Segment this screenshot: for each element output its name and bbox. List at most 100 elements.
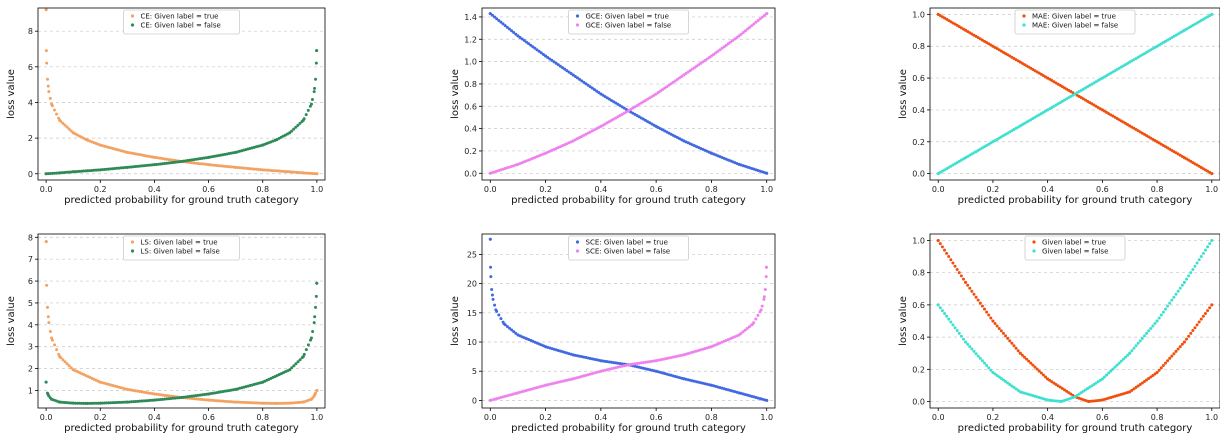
- data-point: [750, 24, 754, 28]
- data-point: [44, 240, 48, 244]
- data-point: [497, 313, 501, 317]
- data-point: [703, 58, 707, 62]
- data-point: [669, 82, 673, 86]
- data-point: [1201, 314, 1205, 318]
- data-point: [1147, 329, 1151, 333]
- data-point: [488, 12, 492, 16]
- x-axis-label: predicted probability for ground truth c…: [958, 195, 1193, 206]
- legend-marker: [130, 240, 135, 244]
- legend-label: CE: Given label = true: [141, 13, 219, 21]
- data-point: [312, 321, 316, 325]
- data-point: [273, 401, 277, 405]
- data-point: [1113, 365, 1117, 369]
- x-axis-label: predicted probability for ground truth c…: [511, 423, 746, 434]
- data-point: [514, 32, 518, 36]
- data-point: [991, 319, 995, 323]
- data-point: [1128, 390, 1132, 394]
- data-point: [1010, 341, 1014, 345]
- data-point: [1197, 320, 1201, 324]
- data-point: [61, 358, 65, 362]
- data-point: [665, 85, 669, 89]
- data-point: [1020, 353, 1024, 357]
- data-point: [590, 86, 594, 90]
- data-point: [957, 331, 961, 335]
- data-point: [695, 64, 699, 68]
- data-point: [964, 280, 968, 284]
- data-point: [1208, 242, 1212, 246]
- data-point: [680, 74, 684, 78]
- data-point: [762, 297, 766, 301]
- y-tick-label: 0.4: [912, 333, 925, 342]
- data-point: [955, 329, 959, 333]
- y-tick-label: 1.0: [912, 10, 925, 19]
- data-point: [661, 88, 665, 92]
- data-point: [82, 401, 86, 405]
- x-tick-label: 1.0: [760, 185, 773, 194]
- data-point: [88, 401, 92, 405]
- data-point: [991, 371, 995, 375]
- data-point: [533, 46, 537, 50]
- legend-box: [1014, 9, 1136, 35]
- data-point: [983, 361, 987, 365]
- data-point: [675, 77, 679, 81]
- data-point: [1153, 321, 1157, 325]
- x-tick-label: 0.8: [705, 413, 718, 422]
- data-point: [488, 237, 492, 241]
- legend-label: SCE: Given label = true: [586, 239, 668, 247]
- data-point: [756, 313, 760, 317]
- data-point: [1037, 369, 1041, 373]
- data-point: [951, 323, 955, 327]
- y-tick-label: 5: [28, 299, 33, 308]
- x-tick-label: 0.6: [202, 185, 215, 194]
- data-point: [1039, 371, 1043, 375]
- data-point: [48, 96, 52, 100]
- y-tick-label: 0.0: [912, 398, 925, 407]
- data-point: [943, 248, 947, 252]
- data-point: [762, 295, 766, 299]
- data-point: [978, 301, 982, 305]
- y-tick-label: 4: [28, 321, 33, 330]
- y-axis-label: loss value: [450, 69, 461, 119]
- series-1: [488, 237, 769, 402]
- y-tick-label: 25: [467, 250, 477, 259]
- x-tick-label: 0.6: [202, 413, 215, 422]
- data-point: [1159, 366, 1163, 370]
- data-point: [961, 277, 965, 281]
- y-tick-label: 8: [28, 233, 33, 242]
- data-point: [1166, 359, 1170, 363]
- data-point: [309, 338, 313, 342]
- legend-box: [1024, 235, 1126, 261]
- data-point: [718, 48, 722, 52]
- data-point: [1193, 264, 1197, 268]
- data-point: [1201, 251, 1205, 255]
- y-tick-label: 2: [28, 365, 33, 374]
- data-point: [959, 274, 963, 278]
- data-point: [656, 91, 660, 95]
- data-point: [976, 298, 980, 302]
- data-point: [936, 303, 940, 307]
- data-point: [1111, 367, 1115, 371]
- data-point: [760, 304, 764, 308]
- series-2: [488, 12, 769, 175]
- data-point: [970, 289, 974, 293]
- x-tick-label: 1.0: [1205, 185, 1218, 194]
- data-point: [1166, 304, 1170, 308]
- data-point: [1132, 387, 1136, 391]
- data-point: [957, 271, 961, 275]
- axes-frame: [929, 233, 1220, 409]
- y-tick-label: 1.0: [464, 58, 477, 67]
- data-point: [1185, 277, 1189, 281]
- legend-marker: [130, 14, 135, 18]
- data-point: [271, 401, 275, 405]
- data-point: [1147, 377, 1151, 380]
- x-tick-label: 0.6: [1096, 185, 1109, 194]
- data-point: [741, 330, 745, 334]
- data-point: [315, 172, 319, 176]
- legend-label: CE: Given label = false: [141, 22, 221, 30]
- data-point: [314, 305, 318, 309]
- data-point: [1128, 351, 1132, 355]
- data-point: [1027, 359, 1031, 363]
- y-tick-label: 0: [28, 170, 33, 179]
- data-point: [314, 294, 318, 298]
